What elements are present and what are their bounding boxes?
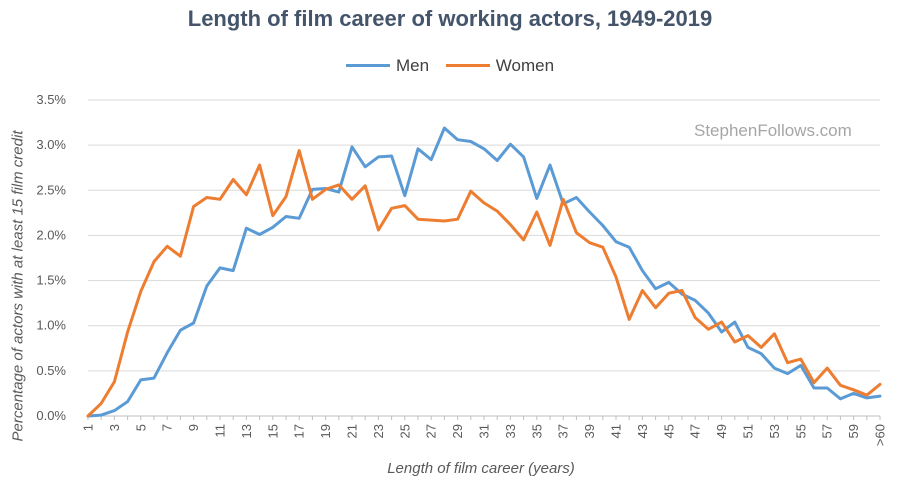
- legend-label-women: Women: [495, 55, 555, 75]
- y-tick-label: 3.0%: [36, 137, 66, 152]
- x-tick-label: 11: [213, 424, 228, 438]
- x-tick-label: 13: [239, 424, 254, 438]
- x-tick-label: 1: [81, 424, 96, 431]
- x-tick-label: 53: [767, 424, 782, 438]
- legend-item-women: Women: [445, 55, 555, 76]
- x-tick-label: 7: [160, 424, 175, 431]
- x-tick-label: 35: [529, 424, 544, 438]
- x-tick-label: 43: [635, 424, 650, 438]
- x-tick-label: 15: [265, 424, 280, 438]
- chart-legend: Men Women: [0, 52, 900, 76]
- x-tick-label: 29: [450, 424, 465, 438]
- x-tick-label: 55: [793, 424, 808, 438]
- x-tick-label: 27: [424, 424, 439, 438]
- y-tick-label: 2.0%: [36, 227, 66, 242]
- x-tick-label: 39: [582, 424, 597, 438]
- x-tick-label: 21: [345, 424, 360, 438]
- x-tick-label: 41: [609, 424, 624, 438]
- x-tick-label: 25: [397, 424, 412, 438]
- x-tick-label: 33: [503, 424, 518, 438]
- y-tick-label: 2.5%: [36, 182, 66, 197]
- x-tick-label: >60: [873, 424, 888, 446]
- x-tick-label: 19: [318, 424, 333, 438]
- y-tick-label: 3.5%: [36, 92, 66, 107]
- x-tick-label: 31: [477, 424, 492, 438]
- x-axis-title: Length of film career (years): [387, 460, 575, 477]
- x-tick-label: 45: [661, 424, 676, 438]
- chart-title: Length of film career of working actors,…: [187, 6, 713, 31]
- x-tick-label: 17: [292, 424, 307, 438]
- legend-swatch-women: [445, 64, 490, 67]
- x-tick-label: 3: [107, 424, 122, 431]
- legend-swatch-men: [345, 64, 390, 67]
- x-tick-label: 59: [846, 424, 861, 438]
- x-tick-label: 47: [688, 424, 703, 438]
- y-tick-label: 1.5%: [36, 273, 66, 288]
- legend-label-men: Men: [395, 55, 430, 75]
- watermark: StephenFollows.com: [694, 121, 852, 140]
- y-tick-label: 1.0%: [36, 318, 66, 333]
- x-tick-label: 49: [714, 424, 729, 438]
- x-tick-label: 23: [371, 424, 386, 438]
- y-tick-label: 0.5%: [36, 363, 66, 378]
- x-tick-label: 37: [556, 424, 571, 438]
- x-tick-label: 9: [186, 424, 201, 431]
- x-tick-label: 51: [741, 424, 756, 438]
- x-tick-label: 5: [133, 424, 148, 431]
- series-line-men: [86, 126, 882, 418]
- series-line-women: [86, 149, 882, 418]
- legend-item-men: Men: [345, 55, 430, 76]
- x-tick-label: 57: [820, 424, 835, 438]
- y-axis-title: Percentage of actors with at least 15 fi…: [9, 130, 27, 442]
- y-tick-label: 0.0%: [36, 408, 66, 423]
